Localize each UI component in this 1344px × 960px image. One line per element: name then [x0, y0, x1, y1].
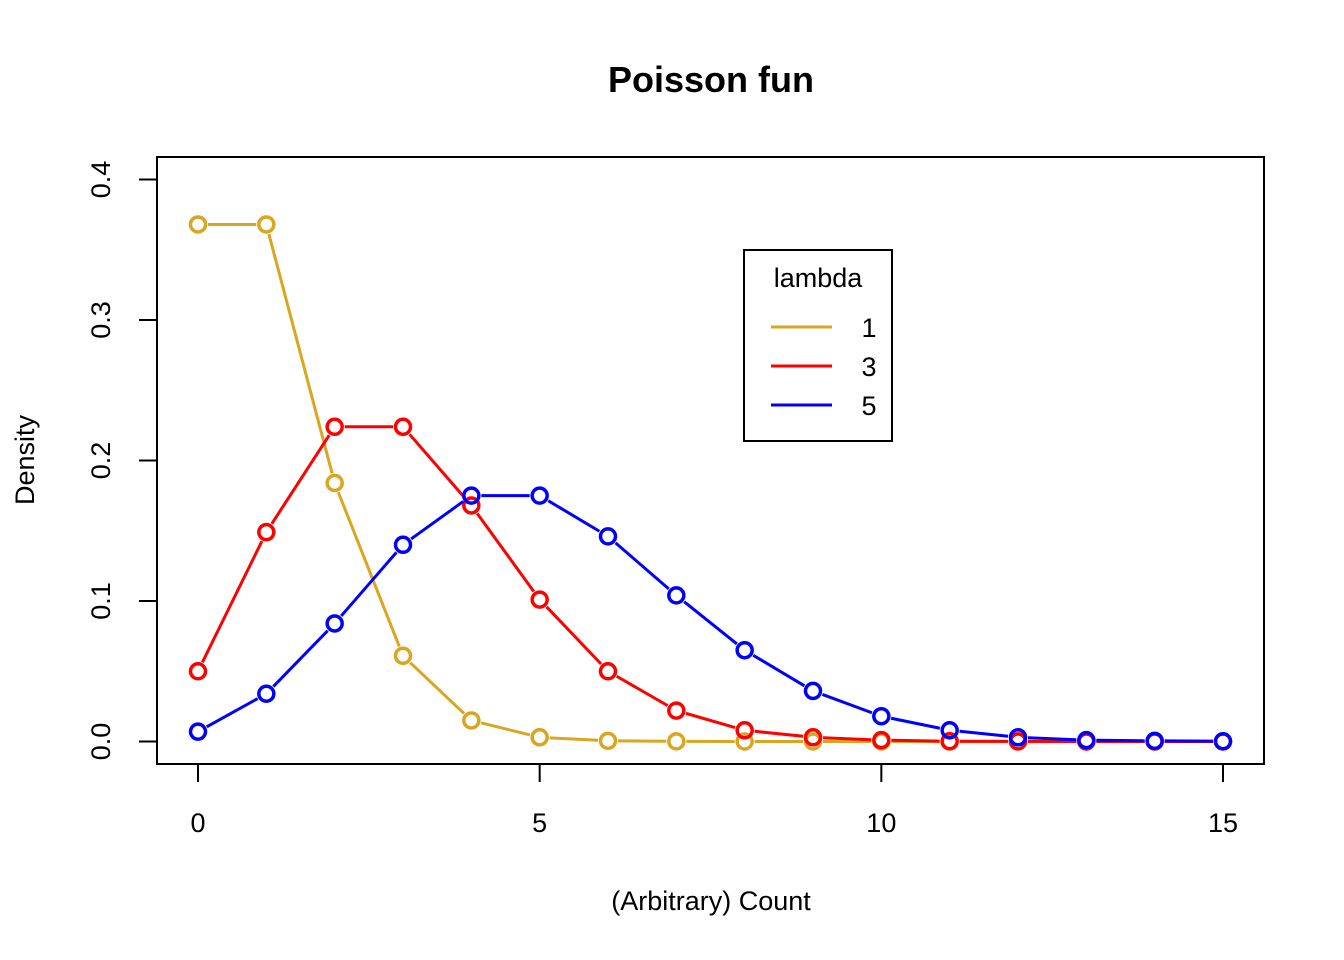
- y-axis-label: Density: [10, 414, 40, 505]
- series-3-point: [667, 701, 686, 720]
- legend-label-1: 1: [861, 313, 876, 343]
- y-tick-label: 0.2: [86, 442, 116, 480]
- series-5-point: [325, 614, 344, 633]
- series-3-point: [188, 662, 208, 681]
- series-3-segment: [270, 434, 331, 525]
- x-tick-label: 15: [1208, 808, 1238, 838]
- series-5-segment: [821, 692, 873, 715]
- series-3-point: [598, 662, 618, 681]
- series-5-segment: [206, 697, 259, 729]
- series-1-point: [257, 215, 276, 234]
- y-tick-label: 0.1: [86, 582, 116, 620]
- series-5-segment: [890, 716, 941, 730]
- series-1-point: [393, 646, 413, 666]
- x-axis-label: (Arbitrary) Count: [611, 886, 811, 916]
- legend-title: lambda: [774, 263, 864, 293]
- series-5-point: [940, 721, 959, 740]
- legend-label-5: 5: [861, 391, 876, 421]
- series-5-point: [1213, 731, 1233, 751]
- series-3-point: [393, 417, 413, 437]
- series-5-segment: [752, 654, 806, 688]
- x-tick-label: 5: [532, 808, 547, 838]
- series-3-segment: [615, 674, 669, 707]
- series-5: [188, 486, 1233, 751]
- y-tick-label: 0.0: [86, 723, 116, 761]
- series-3-segment: [822, 736, 872, 742]
- series-1: [188, 215, 1233, 751]
- series-5-segment: [547, 499, 601, 533]
- x-tick-label: 0: [190, 808, 205, 838]
- legend-entries: 1 3 5: [771, 313, 877, 421]
- series-5-point: [530, 486, 549, 505]
- series-5-segment: [1027, 736, 1077, 742]
- series-1-point: [735, 732, 754, 751]
- legend-box: [743, 249, 893, 442]
- series-3-point: [257, 522, 276, 542]
- series-3-segment: [201, 540, 264, 663]
- series-1-segment: [336, 491, 401, 648]
- series-5-point: [872, 706, 891, 726]
- y-tick-label: 0.4: [86, 161, 116, 199]
- series-5-point: [1145, 731, 1164, 751]
- series-5-point: [257, 684, 276, 703]
- y-tick-label: 0.3: [86, 301, 116, 339]
- x-axis: 0 5 10 15: [190, 763, 1238, 838]
- series-3-point: [325, 417, 344, 437]
- series-1-point: [667, 732, 686, 751]
- series-5-segment: [272, 629, 329, 688]
- series-1-point: [462, 711, 481, 730]
- series-5-segment: [614, 541, 670, 590]
- series-3-point: [735, 721, 754, 740]
- series-1-point: [188, 215, 208, 234]
- series-3-segment: [754, 729, 804, 738]
- series-3-point: [940, 731, 959, 751]
- series-1-segment: [480, 721, 531, 737]
- series-3-point: [530, 590, 549, 609]
- series-5-point: [667, 586, 686, 605]
- series-1-segment: [549, 736, 599, 742]
- series-1-point: [530, 728, 549, 747]
- series-1-point: [598, 731, 618, 751]
- series-1-segment: [409, 661, 466, 715]
- series-3-segment: [685, 711, 736, 729]
- legend: lambda 1 3 5: [743, 249, 893, 442]
- legend-label-3: 3: [861, 352, 876, 382]
- series-3-segment: [545, 605, 603, 666]
- plot-frame: [156, 156, 1265, 765]
- series-5-segment: [340, 551, 398, 617]
- series-5-point: [803, 681, 823, 701]
- x-tick-label: 10: [866, 808, 896, 838]
- chart-title: Poisson fun: [608, 59, 814, 100]
- series-5-segment: [683, 600, 738, 646]
- series-3: [188, 417, 1233, 751]
- series-5-point: [735, 640, 754, 660]
- series-5-segment: [410, 500, 465, 541]
- series-5-segment: [959, 729, 1009, 738]
- series-5-point: [462, 486, 481, 505]
- series-3-point: [803, 728, 823, 747]
- series-1-segment: [267, 233, 334, 474]
- series-3-point: [872, 730, 891, 750]
- series-3-point: [462, 496, 481, 515]
- series-3-segment: [891, 738, 940, 743]
- series-5-point: [598, 527, 618, 546]
- series-3-segment: [408, 433, 466, 499]
- series-5-point: [393, 535, 413, 555]
- series-5-point: [1077, 730, 1096, 750]
- series-1-point: [325, 473, 344, 493]
- series-5-point: [1008, 728, 1028, 747]
- series-5-point: [188, 722, 208, 741]
- y-axis: 0.0 0.1 0.2 0.3 0.4: [86, 161, 158, 761]
- series-layer: [188, 215, 1233, 751]
- series-3-segment: [475, 512, 536, 593]
